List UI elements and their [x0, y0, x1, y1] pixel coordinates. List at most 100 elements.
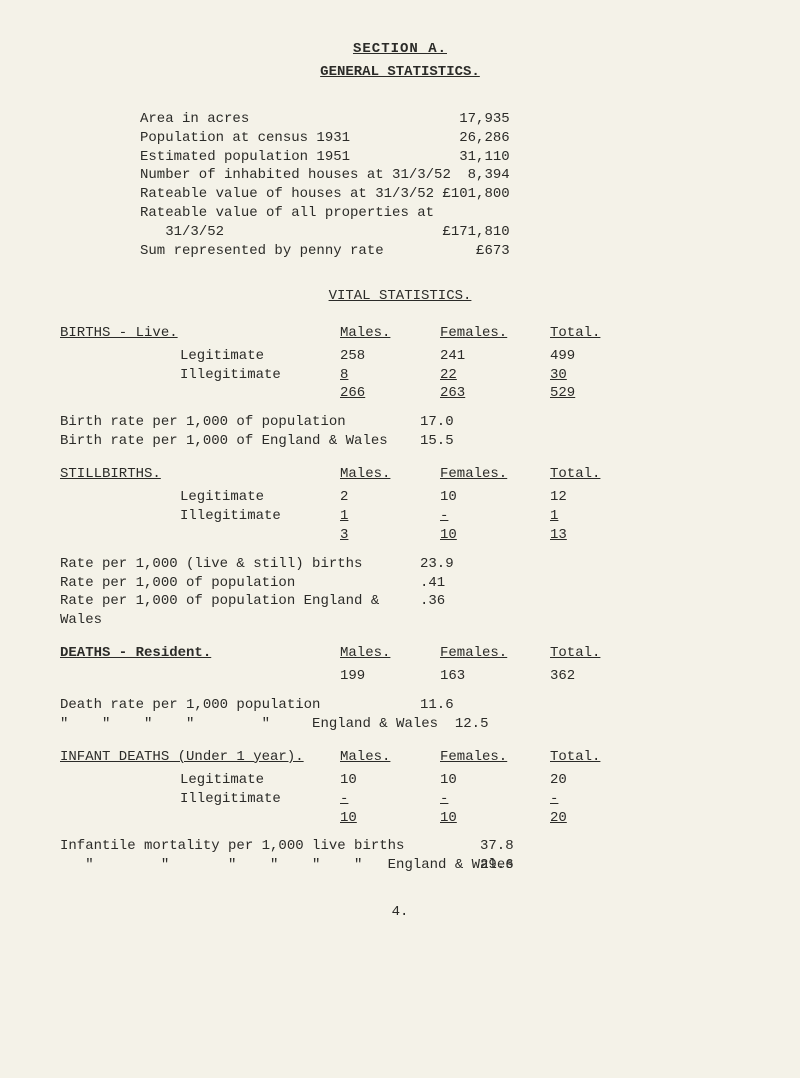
cell: 10	[340, 810, 357, 826]
general-row: Population at census 1931 26,286	[140, 129, 740, 148]
legitimate-label: Legitimate	[180, 347, 340, 366]
rate-value: .41	[420, 574, 520, 593]
col-males: Males.	[340, 466, 390, 482]
section-text: SECTION A.	[353, 41, 447, 57]
cell: 1	[340, 508, 348, 524]
col-total: Total.	[550, 645, 600, 661]
cell: 13	[550, 527, 567, 543]
col-total: Total.	[550, 325, 600, 341]
cell: -	[440, 508, 448, 524]
cell: 3	[340, 527, 348, 543]
stillbirths-header-row: STILLBIRTHS. Males. Females. Total.	[60, 465, 740, 484]
illegitimate-label: Illegitimate	[180, 507, 340, 526]
legitimate-label: Legitimate	[180, 771, 340, 790]
general-row: Estimated population 1951 31,110	[140, 148, 740, 167]
rate-row: Rate per 1,000 of population England & W…	[60, 592, 740, 630]
general-row: Number of inhabited houses at 31/3/52 8,…	[140, 166, 740, 185]
rate-row: Death rate per 1,000 population 11.6	[60, 696, 740, 715]
table-row: Illegitimate 1 - 1	[60, 507, 740, 526]
births-title: BIRTHS - Live.	[60, 325, 178, 341]
page-title-text: GENERAL STATISTICS.	[320, 64, 480, 80]
cell: 22	[440, 367, 457, 383]
cell: -	[440, 791, 448, 807]
cell: -	[550, 791, 558, 807]
cell: -	[340, 791, 348, 807]
page-title: GENERAL STATISTICS.	[60, 63, 740, 82]
cell: 2	[340, 488, 440, 507]
deaths-title: DEATHS - Resident.	[60, 645, 211, 661]
rate-value: 29.6	[480, 856, 514, 875]
rate-row: Birth rate per 1,000 of population 17.0	[60, 413, 740, 432]
deaths-header-row: DEATHS - Resident. Males. Females. Total…	[60, 644, 740, 663]
rate-label: " " " " " " England & Wales	[60, 856, 480, 875]
rate-label: Birth rate per 1,000 of England & Wales	[60, 432, 420, 451]
cell: 10	[440, 810, 457, 826]
cell: 199	[340, 667, 440, 686]
cell: 362	[550, 667, 650, 686]
general-stats: Area in acres 17,935 Population at censu…	[140, 110, 740, 261]
rate-row: Infantile mortality per 1,000 live birth…	[60, 837, 740, 856]
births-header-row: BIRTHS - Live. Males. Females. Total.	[60, 324, 740, 343]
table-row: 266 263 529	[60, 384, 740, 403]
col-females: Females.	[440, 466, 507, 482]
cell: 30	[550, 367, 567, 383]
cell: 10	[440, 527, 457, 543]
section-label: SECTION A.	[60, 40, 740, 59]
rate-row: Birth rate per 1,000 of England & Wales …	[60, 432, 740, 451]
col-males: Males.	[340, 645, 390, 661]
cell: 20	[550, 810, 567, 826]
rate-value: 37.8	[480, 837, 514, 856]
rate-row: " " " " " England & Wales 12.5	[60, 715, 740, 734]
rate-value: .36	[420, 592, 520, 630]
rate-label: Rate per 1,000 of population England & W…	[60, 592, 420, 630]
rate-row: " " " " " " England & Wales 29.6	[60, 856, 740, 875]
page-number: 4.	[60, 903, 740, 922]
infant-header-row: INFANT DEATHS (Under 1 year). Males. Fem…	[60, 748, 740, 767]
cell: 10	[440, 771, 550, 790]
col-total: Total.	[550, 749, 600, 765]
col-total: Total.	[550, 466, 600, 482]
cell: 163	[440, 667, 550, 686]
legitimate-label: Legitimate	[180, 488, 340, 507]
col-females: Females.	[440, 749, 507, 765]
rate-label: Infantile mortality per 1,000 live birth…	[60, 837, 480, 856]
table-row: Legitimate 2 10 12	[60, 488, 740, 507]
col-females: Females.	[440, 325, 507, 341]
rate-label: Birth rate per 1,000 of population	[60, 413, 420, 432]
cell: 266	[340, 385, 365, 401]
illegitimate-label: Illegitimate	[180, 790, 340, 809]
cell: 499	[550, 347, 650, 366]
general-row: Area in acres 17,935	[140, 110, 740, 129]
stillbirths-title: STILLBIRTHS.	[60, 466, 161, 482]
cell: 10	[440, 488, 550, 507]
col-males: Males.	[340, 325, 390, 341]
rate-label: Rate per 1,000 of population	[60, 574, 420, 593]
cell: 258	[340, 347, 440, 366]
rate-value: 11.6	[420, 696, 520, 715]
table-row: 3 10 13	[60, 526, 740, 545]
rate-row: Rate per 1,000 (live & still) births 23.…	[60, 555, 740, 574]
general-row: Rateable value of houses at 31/3/52 £101…	[140, 185, 740, 204]
cell: 8	[340, 367, 348, 383]
vital-heading-text: VITAL STATISTICS.	[329, 288, 472, 304]
table-row: 199 163 362	[60, 667, 740, 686]
cell: 241	[440, 347, 550, 366]
rate-value: 23.9	[420, 555, 520, 574]
cell: 1	[550, 508, 558, 524]
table-row: Illegitimate - - -	[60, 790, 740, 809]
col-males: Males.	[340, 749, 390, 765]
table-row: Legitimate 258 241 499	[60, 347, 740, 366]
cell: 263	[440, 385, 465, 401]
cell: 529	[550, 385, 575, 401]
cell: 12	[550, 488, 650, 507]
general-row: 31/3/52 £171,810	[140, 223, 740, 242]
table-row: Legitimate 10 10 20	[60, 771, 740, 790]
table-row: Illegitimate 8 22 30	[60, 366, 740, 385]
rate-row: Rate per 1,000 of population .41	[60, 574, 740, 593]
table-row: 10 10 20	[60, 809, 740, 828]
general-row: Sum represented by penny rate £673	[140, 242, 740, 261]
rate-label: Rate per 1,000 (live & still) births	[60, 555, 420, 574]
rate-value: 15.5	[420, 432, 520, 451]
rate-label: Death rate per 1,000 population	[60, 696, 420, 715]
rate-value: 17.0	[420, 413, 520, 432]
